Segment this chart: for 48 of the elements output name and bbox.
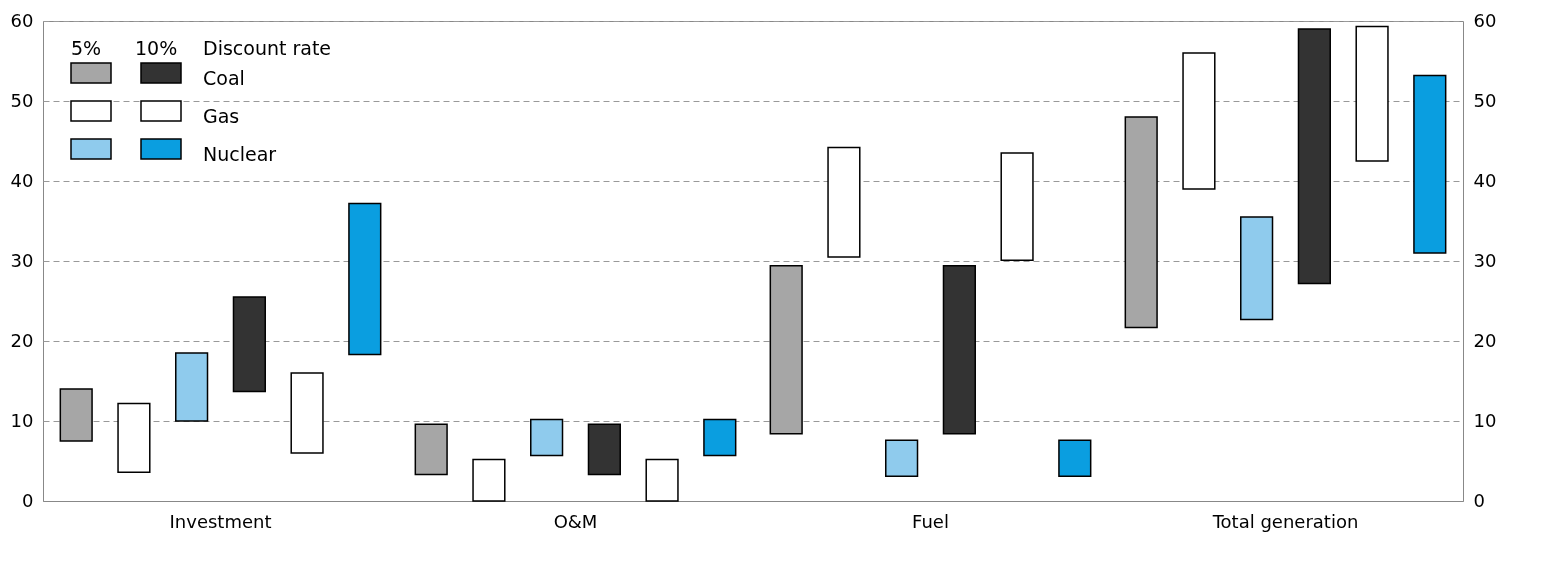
bar xyxy=(290,372,324,454)
y2-tick-label: 50 xyxy=(1473,89,1497,111)
bar xyxy=(175,352,209,422)
y2-tick-label: 10 xyxy=(1473,409,1497,431)
legend-title: Discount rate xyxy=(203,37,332,59)
bar xyxy=(645,458,679,502)
y-tick-label: 10 xyxy=(10,409,34,431)
bar xyxy=(348,202,382,356)
y2-tick-label: 30 xyxy=(1473,249,1497,271)
y-tick-label: 50 xyxy=(10,89,34,111)
bar xyxy=(1124,116,1158,329)
x-tick-label: Total generation xyxy=(1211,510,1359,532)
bar xyxy=(1182,52,1216,190)
y-tick-label: 0 xyxy=(22,489,34,511)
y-tick-label: 30 xyxy=(10,249,34,271)
bar xyxy=(827,146,861,258)
annotation: 10% xyxy=(135,37,178,59)
y-tick-label: 20 xyxy=(10,329,34,351)
annotation: 5% xyxy=(71,37,102,59)
bar xyxy=(703,418,737,457)
legend-label: Nuclear xyxy=(203,143,277,165)
bar xyxy=(1297,28,1331,285)
bar xyxy=(587,423,621,476)
bar xyxy=(1413,74,1447,254)
legend-label: Coal xyxy=(203,67,245,89)
bar xyxy=(117,402,151,473)
bar xyxy=(414,423,448,476)
y2-tick-label: 20 xyxy=(1473,329,1497,351)
bar xyxy=(1355,25,1389,162)
bar xyxy=(232,296,266,393)
legend-label: Gas xyxy=(203,105,240,127)
bar xyxy=(885,439,919,477)
x-tick-label: O&M xyxy=(553,510,598,532)
bar xyxy=(1058,439,1092,477)
bar xyxy=(769,265,803,435)
x-tick-label: Fuel xyxy=(912,510,949,532)
bar xyxy=(59,388,93,442)
y2-tick-label: 40 xyxy=(1473,169,1497,191)
y2-tick-label: 0 xyxy=(1473,489,1485,511)
bar xyxy=(530,418,564,457)
bar xyxy=(1000,152,1034,261)
y-tick-label: 40 xyxy=(10,169,34,191)
y-tick-label: 60 xyxy=(10,9,34,31)
bar xyxy=(1240,216,1274,321)
x-tick-label: Investment xyxy=(169,510,272,532)
y2-tick-label: 60 xyxy=(1473,9,1497,31)
bar xyxy=(472,458,506,502)
bar xyxy=(942,265,976,435)
